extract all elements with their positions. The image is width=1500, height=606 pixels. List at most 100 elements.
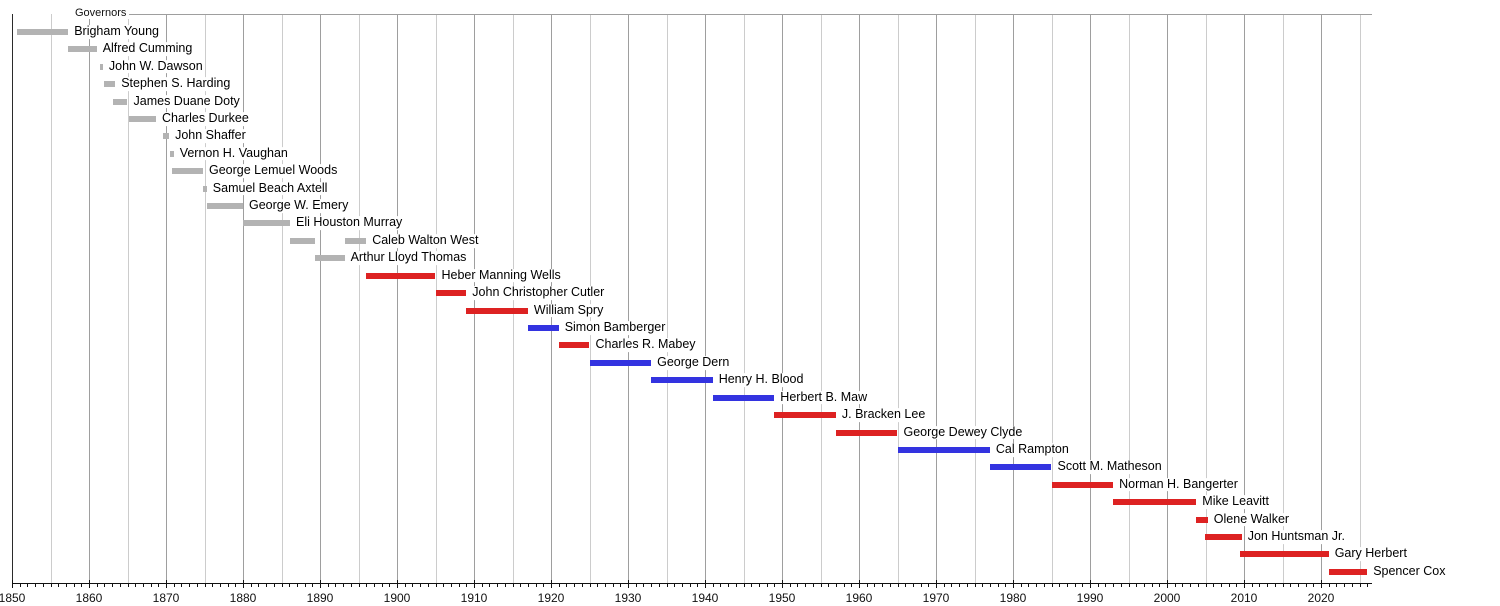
decade-gridline [1167, 14, 1168, 583]
five-year-gridline [127, 14, 129, 583]
minor-tick [989, 584, 991, 587]
five-year-gridline [1282, 14, 1284, 583]
x-axis-tick-label: 1980 [999, 591, 1027, 605]
minor-tick [73, 584, 75, 587]
minor-tick [774, 584, 776, 587]
major-tick [859, 580, 860, 588]
minor-tick [412, 584, 414, 587]
minor-tick [1036, 584, 1038, 587]
term-bar [206, 203, 243, 209]
governor-label: Mike Leavitt [1200, 494, 1271, 509]
decade-gridline [243, 14, 244, 583]
decade-gridline [782, 14, 783, 583]
term-bar [162, 133, 170, 140]
minor-tick [1043, 584, 1045, 587]
minor-tick [189, 584, 191, 587]
minor-tick [928, 584, 930, 587]
minor-tick [1143, 584, 1145, 587]
minor-tick [1367, 584, 1369, 587]
governor-label: John Shaffer [173, 128, 248, 144]
term-bar [203, 185, 207, 192]
term-bar [290, 237, 316, 244]
governor-label: Heber Manning Wells [439, 267, 563, 283]
five-year-gridline [358, 14, 360, 583]
minor-tick [805, 584, 807, 587]
x-axis-tick-label: 1910 [460, 591, 488, 605]
major-tick [936, 580, 937, 588]
minor-tick [520, 584, 522, 587]
minor-tick [674, 584, 676, 587]
minor-tick [1066, 584, 1068, 587]
term-bar [1196, 516, 1208, 523]
minor-tick [27, 584, 29, 587]
term-bar [712, 394, 775, 401]
minor-tick [1305, 584, 1307, 587]
minor-tick [404, 584, 406, 587]
minor-tick [1313, 584, 1315, 587]
x-axis-tick-label: 1970 [922, 591, 950, 605]
major-tick [12, 580, 13, 588]
minor-tick [643, 584, 645, 587]
x-axis-tick-label: 1890 [306, 591, 334, 605]
minor-tick [1290, 584, 1292, 587]
minor-tick [974, 584, 976, 587]
governor-label: Samuel Beach Axtell [210, 180, 330, 196]
minor-tick [250, 584, 252, 587]
term-bar [466, 307, 528, 314]
term-bar [172, 168, 203, 175]
five-year-gridline [974, 14, 976, 583]
minor-tick [1259, 584, 1261, 587]
minor-tick [751, 584, 753, 587]
minor-tick [42, 584, 44, 587]
governor-label: George Dern [655, 354, 732, 370]
minor-tick [1151, 584, 1153, 587]
minor-tick [343, 584, 345, 587]
minor-tick [866, 584, 868, 587]
minor-tick [535, 584, 537, 587]
minor-tick [50, 584, 52, 587]
term-bar [68, 46, 97, 53]
minor-tick [358, 584, 360, 587]
minor-tick [466, 584, 468, 587]
minor-tick [304, 584, 306, 587]
minor-tick [327, 584, 329, 587]
minor-tick [389, 584, 391, 587]
minor-tick [966, 584, 968, 587]
minor-tick [959, 584, 961, 587]
minor-tick [1082, 584, 1084, 587]
term-bar [1113, 499, 1197, 506]
governor-label: George W. Emery [247, 198, 351, 213]
minor-tick [1251, 584, 1253, 587]
governor-label: J. Bracken Lee [839, 407, 928, 422]
minor-tick [1074, 584, 1076, 587]
x-axis-tick-label: 1990 [1076, 591, 1104, 605]
minor-tick [204, 584, 206, 587]
minor-tick [666, 584, 668, 587]
minor-tick [335, 584, 337, 587]
decade-gridline [1090, 14, 1091, 583]
minor-tick [604, 584, 606, 587]
term-bar [435, 290, 467, 297]
minor-tick [789, 584, 791, 587]
minor-tick [212, 584, 214, 587]
minor-tick [1236, 584, 1238, 587]
minor-tick [1120, 584, 1122, 587]
governor-label: Caleb Walton West [370, 232, 481, 248]
x-axis-tick-label: 1950 [768, 591, 796, 605]
plot-left-border [12, 14, 13, 583]
minor-tick [589, 584, 591, 587]
governor-label: Brigham Young [72, 23, 161, 39]
five-year-gridline [204, 14, 206, 583]
decade-gridline [1244, 14, 1245, 583]
minor-tick [743, 584, 745, 587]
governor-label: Olene Walker [1211, 511, 1292, 527]
minor-tick [658, 584, 660, 587]
major-tick [243, 580, 244, 588]
minor-tick [119, 584, 121, 587]
minor-tick [882, 584, 884, 587]
five-year-gridline [666, 14, 668, 583]
minor-tick [735, 584, 737, 587]
minor-tick [142, 584, 144, 587]
minor-tick [681, 584, 683, 587]
decade-gridline [89, 14, 90, 583]
